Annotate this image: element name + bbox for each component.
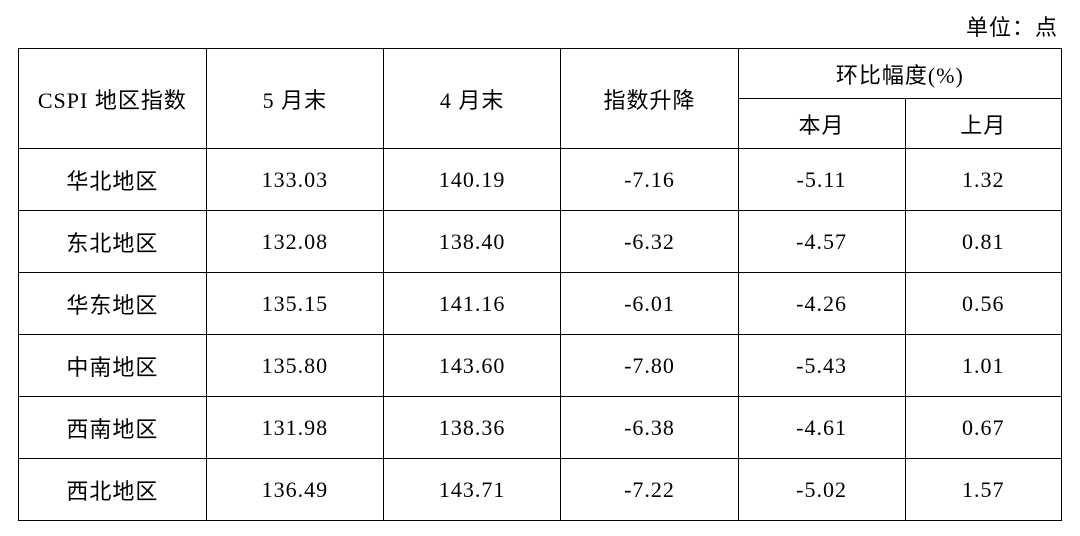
cell-mom-this: -4.26 xyxy=(738,273,905,335)
cell-region: 中南地区 xyxy=(19,335,207,397)
cell-mom-this: -5.43 xyxy=(738,335,905,397)
table-header-row-1: CSPI 地区指数 5 月末 4 月末 指数升降 环比幅度(%) xyxy=(19,49,1062,99)
cell-mom-this: -5.11 xyxy=(738,149,905,211)
cell-diff: -6.01 xyxy=(561,273,738,335)
cell-mom-this: -5.02 xyxy=(738,459,905,521)
cell-mom-this: -4.57 xyxy=(738,211,905,273)
col-header-mom-prev: 上月 xyxy=(905,99,1062,149)
cell-mom-prev: 1.32 xyxy=(905,149,1062,211)
col-header-diff: 指数升降 xyxy=(561,49,738,149)
cell-mom-prev: 1.57 xyxy=(905,459,1062,521)
cell-may: 135.80 xyxy=(206,335,383,397)
col-header-may: 5 月末 xyxy=(206,49,383,149)
col-header-index: CSPI 地区指数 xyxy=(19,49,207,149)
cell-mom-prev: 0.81 xyxy=(905,211,1062,273)
cell-diff: -7.22 xyxy=(561,459,738,521)
cell-region: 西南地区 xyxy=(19,397,207,459)
cell-diff: -7.80 xyxy=(561,335,738,397)
table-row: 西北地区 136.49 143.71 -7.22 -5.02 1.57 xyxy=(19,459,1062,521)
table-row: 华北地区 133.03 140.19 -7.16 -5.11 1.32 xyxy=(19,149,1062,211)
cell-mom-prev: 1.01 xyxy=(905,335,1062,397)
cell-mom-prev: 0.67 xyxy=(905,397,1062,459)
cell-diff: -7.16 xyxy=(561,149,738,211)
cell-region: 西北地区 xyxy=(19,459,207,521)
col-header-mom-group: 环比幅度(%) xyxy=(738,49,1061,99)
cell-apr: 140.19 xyxy=(384,149,561,211)
cell-mom-this: -4.61 xyxy=(738,397,905,459)
cell-may: 135.15 xyxy=(206,273,383,335)
table-row: 华东地区 135.15 141.16 -6.01 -4.26 0.56 xyxy=(19,273,1062,335)
table-row: 中南地区 135.80 143.60 -7.80 -5.43 1.01 xyxy=(19,335,1062,397)
cell-region: 华北地区 xyxy=(19,149,207,211)
col-header-mom-this: 本月 xyxy=(738,99,905,149)
table-row: 西南地区 131.98 138.36 -6.38 -4.61 0.67 xyxy=(19,397,1062,459)
cell-diff: -6.32 xyxy=(561,211,738,273)
cell-may: 133.03 xyxy=(206,149,383,211)
cell-may: 136.49 xyxy=(206,459,383,521)
cspi-region-table: CSPI 地区指数 5 月末 4 月末 指数升降 环比幅度(%) 本月 上月 华… xyxy=(18,48,1062,521)
cell-apr: 138.36 xyxy=(384,397,561,459)
cell-apr: 143.60 xyxy=(384,335,561,397)
cell-apr: 138.40 xyxy=(384,211,561,273)
cell-apr: 143.71 xyxy=(384,459,561,521)
cell-may: 132.08 xyxy=(206,211,383,273)
cell-apr: 141.16 xyxy=(384,273,561,335)
cell-region: 东北地区 xyxy=(19,211,207,273)
cell-region: 华东地区 xyxy=(19,273,207,335)
table-row: 东北地区 132.08 138.40 -6.32 -4.57 0.81 xyxy=(19,211,1062,273)
col-header-apr: 4 月末 xyxy=(384,49,561,149)
cell-mom-prev: 0.56 xyxy=(905,273,1062,335)
cell-may: 131.98 xyxy=(206,397,383,459)
unit-label: 单位：点 xyxy=(18,10,1062,42)
cell-diff: -6.38 xyxy=(561,397,738,459)
